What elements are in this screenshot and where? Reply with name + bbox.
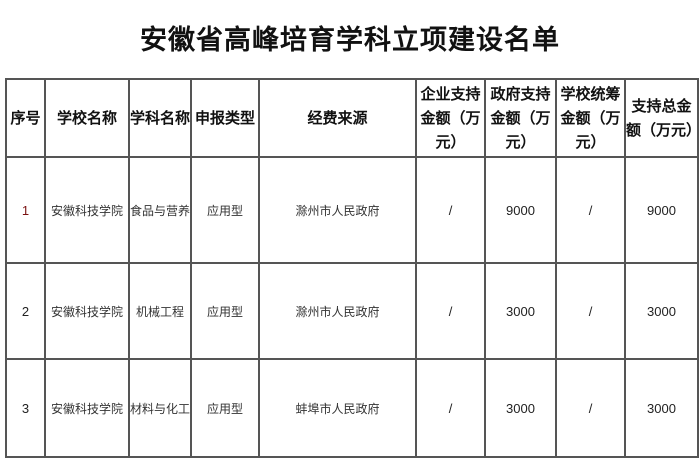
header-school: 学校名称 <box>44 78 130 158</box>
cell-enterprise-amount: / <box>415 358 486 458</box>
document-title: 安徽省高峰培育学科立项建设名单 <box>140 25 560 56</box>
cell-school: 安徽科技学院 <box>44 262 130 360</box>
header-funding-source: 经费来源 <box>258 78 417 158</box>
cell-school: 安徽科技学院 <box>44 358 130 458</box>
cell-funding-source: 滁州市人民政府 <box>258 156 417 264</box>
header-school-amount: 学校统筹金额（万元） <box>555 78 626 158</box>
table-row: 3 安徽科技学院 材料与化工 应用型 蚌埠市人民政府 / 3000 / 3000 <box>5 358 699 458</box>
cell-index: 1 <box>5 156 46 264</box>
cell-type: 应用型 <box>190 358 260 458</box>
cell-funding-source: 蚌埠市人民政府 <box>258 358 417 458</box>
cell-government-amount: 3000 <box>484 262 557 360</box>
cell-enterprise-amount: / <box>415 262 486 360</box>
header-index: 序号 <box>5 78 46 158</box>
cell-enterprise-amount: / <box>415 156 486 264</box>
cell-school-amount: / <box>555 358 626 458</box>
table-row: 2 安徽科技学院 机械工程 应用型 滁州市人民政府 / 3000 / 3000 <box>5 262 699 360</box>
header-government-amount: 政府支持金额（万元） <box>484 78 557 158</box>
cell-funding-source: 滁州市人民政府 <box>258 262 417 360</box>
cell-index: 3 <box>5 358 46 458</box>
cell-school-amount: / <box>555 262 626 360</box>
discipline-list-table: 序号 学校名称 学科名称 申报类型 经费来源 企业支持金额（万元） 政府支持金额… <box>5 78 700 458</box>
cell-discipline: 食品与营养 <box>128 156 192 264</box>
cell-total-amount: 9000 <box>624 156 699 264</box>
header-enterprise-amount: 企业支持金额（万元） <box>415 78 486 158</box>
header-type: 申报类型 <box>190 78 260 158</box>
cell-government-amount: 9000 <box>484 156 557 264</box>
cell-discipline: 材料与化工 <box>128 358 192 458</box>
cell-school-amount: / <box>555 156 626 264</box>
table-row: 1 安徽科技学院 食品与营养 应用型 滁州市人民政府 / 9000 / 9000 <box>5 156 699 264</box>
table-header-row: 序号 学校名称 学科名称 申报类型 经费来源 企业支持金额（万元） 政府支持金额… <box>5 78 700 158</box>
cell-school: 安徽科技学院 <box>44 156 130 264</box>
header-discipline: 学科名称 <box>128 78 192 158</box>
cell-index: 2 <box>5 262 46 360</box>
cell-type: 应用型 <box>190 262 260 360</box>
header-total-amount: 支持总金额（万元） <box>624 78 700 158</box>
cell-discipline: 机械工程 <box>128 262 192 360</box>
cell-total-amount: 3000 <box>624 358 699 458</box>
cell-government-amount: 3000 <box>484 358 557 458</box>
cell-type: 应用型 <box>190 156 260 264</box>
cell-total-amount: 3000 <box>624 262 699 360</box>
